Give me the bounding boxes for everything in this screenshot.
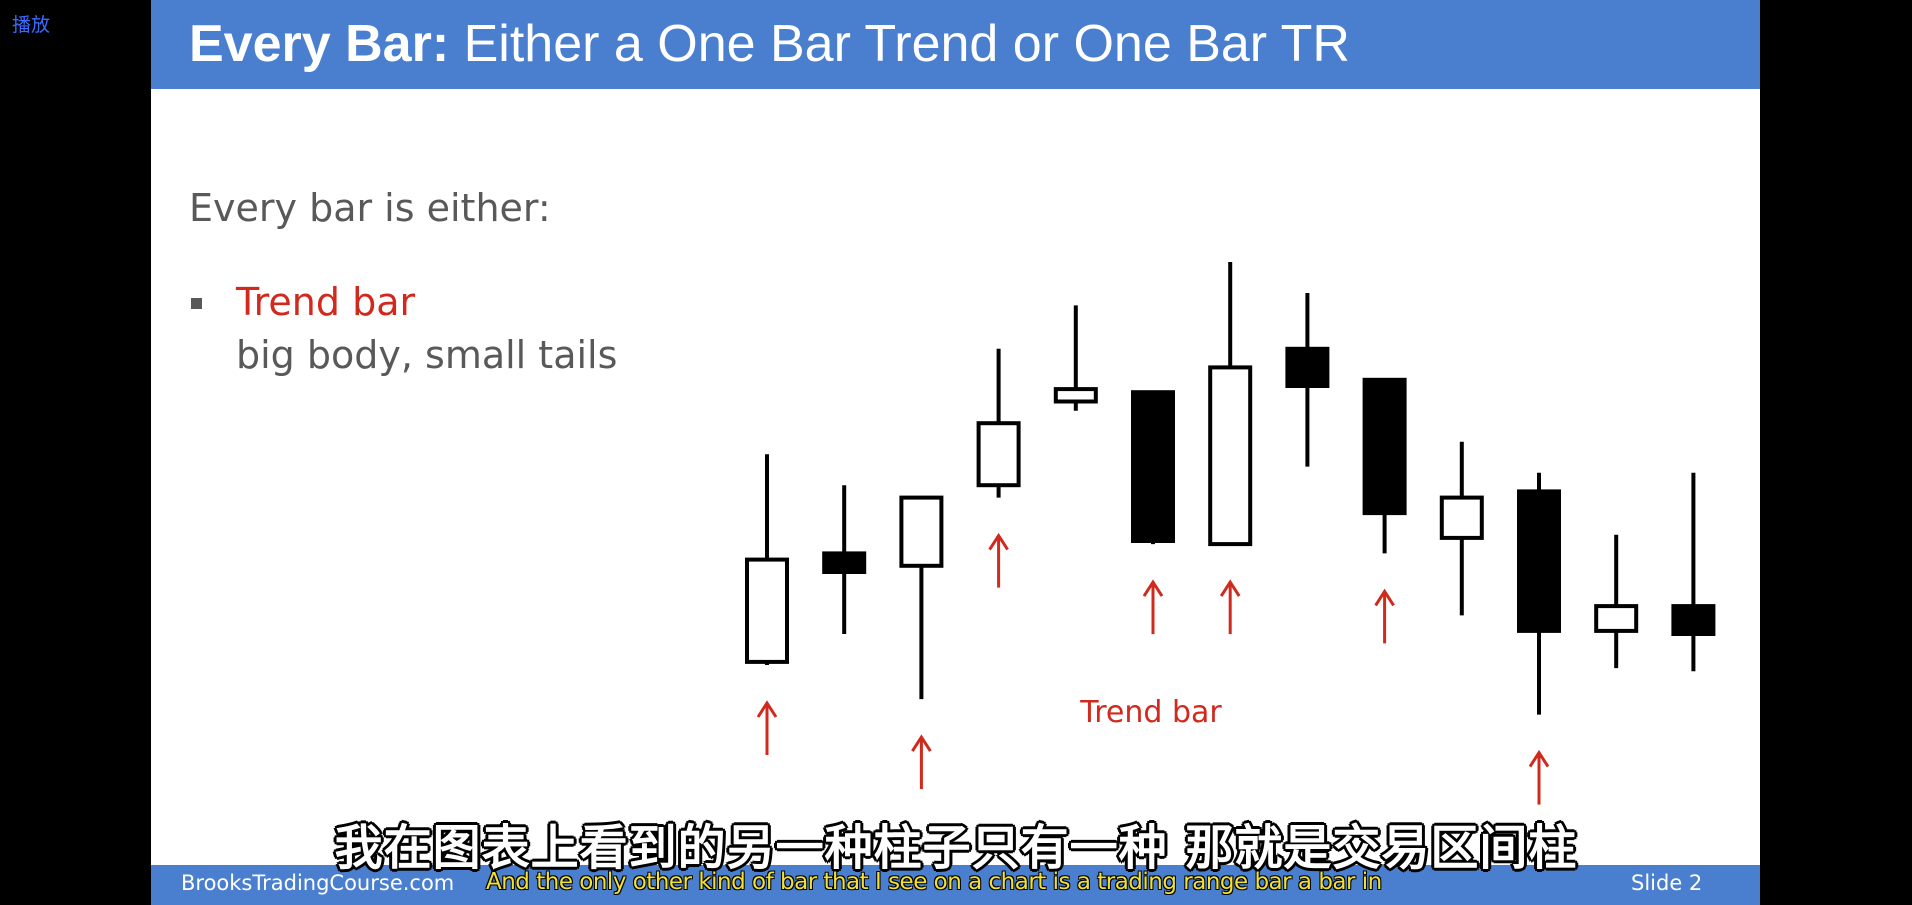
candle-4 bbox=[976, 348, 1021, 498]
bullet-description: big body, small tails bbox=[236, 333, 618, 377]
candle-8 bbox=[1285, 293, 1330, 467]
candle-11-body bbox=[1517, 489, 1561, 633]
subtitle-chinese: 我在图表上看到的另一种柱子只有一种 那就是交易区间柱 bbox=[334, 820, 1578, 876]
footer-site: BrooksTradingCourse.com bbox=[181, 871, 455, 895]
candle-3 bbox=[899, 495, 944, 700]
candle-9 bbox=[1362, 377, 1407, 554]
candlestick-chart: Trend bar bbox=[745, 262, 1716, 805]
arrow-up-icon bbox=[1142, 579, 1164, 635]
candle-1 bbox=[745, 454, 789, 665]
arrow-up-icon bbox=[1374, 588, 1395, 644]
slide-title: Every Bar: Either a One Bar Trend or One… bbox=[189, 12, 1350, 76]
arrow-up-icon bbox=[756, 700, 778, 755]
candles-group bbox=[745, 262, 1716, 715]
slide-header: Every Bar: Either a One Bar Trend or One… bbox=[151, 0, 1760, 89]
candle-2-body bbox=[822, 551, 867, 575]
candle-5-body bbox=[1053, 387, 1098, 404]
bullet-title: Trend bar bbox=[236, 280, 416, 324]
candle-7 bbox=[1208, 262, 1253, 547]
play-button[interactable]: 播放 bbox=[12, 14, 51, 36]
candle-12 bbox=[1594, 534, 1639, 669]
candle-13 bbox=[1671, 472, 1716, 672]
chart-annotation: Trend bar bbox=[1079, 695, 1222, 730]
candle-6-body bbox=[1131, 390, 1175, 544]
candle-11 bbox=[1517, 472, 1561, 715]
slide-title-bold: Every Bar: bbox=[189, 15, 450, 73]
candle-4-body bbox=[976, 421, 1021, 488]
arrow-up-icon bbox=[1219, 579, 1241, 635]
subtitle-english: And the only other kind of bar that I se… bbox=[486, 869, 1382, 895]
arrow-up-icon bbox=[1528, 749, 1550, 805]
slide: Every Bar: Either a One Bar Trend or One… bbox=[151, 0, 1760, 905]
candle-8-body bbox=[1285, 346, 1330, 388]
candle-2 bbox=[822, 485, 867, 634]
candle-9-body bbox=[1362, 377, 1407, 516]
candle-10 bbox=[1439, 441, 1484, 616]
candle-3-body bbox=[899, 495, 944, 568]
candle-5 bbox=[1053, 305, 1098, 411]
candle-1-body bbox=[745, 557, 789, 664]
candle-13-body bbox=[1671, 604, 1716, 636]
arrows-group bbox=[756, 532, 1550, 805]
candle-12-body bbox=[1594, 604, 1639, 633]
intro-text: Every bar is either: bbox=[189, 186, 551, 230]
candle-7-body bbox=[1208, 365, 1253, 547]
candle-10-body bbox=[1439, 495, 1484, 540]
slide-title-rest: Either a One Bar Trend or One Bar TR bbox=[449, 15, 1350, 73]
arrow-up-icon bbox=[988, 532, 1009, 588]
footer-slide-number: Slide 2 bbox=[1631, 871, 1703, 895]
arrow-up-icon bbox=[911, 734, 932, 790]
candle-6 bbox=[1131, 390, 1175, 545]
bullet-square-icon bbox=[191, 298, 202, 309]
slide-footer: BrooksTradingCourse.com Slide 2 bbox=[151, 865, 1760, 905]
